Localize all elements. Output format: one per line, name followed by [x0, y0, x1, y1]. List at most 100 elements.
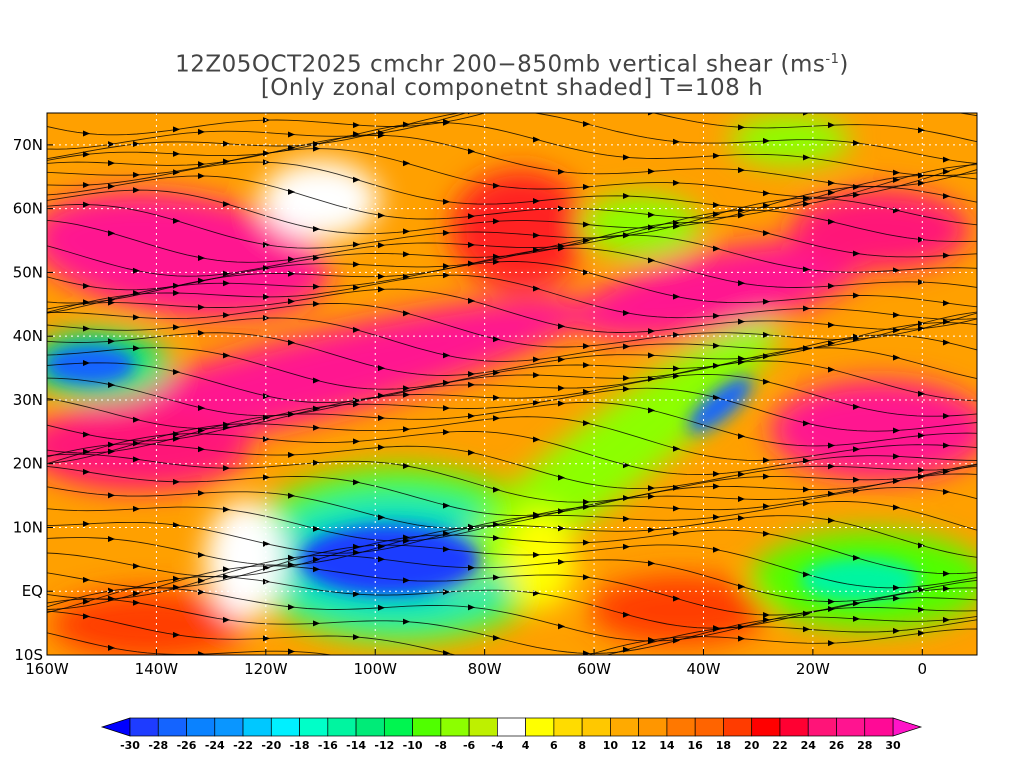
streamline-arrow — [673, 445, 680, 452]
streamline-arrow — [918, 606, 925, 613]
streamline-arrow — [263, 293, 270, 300]
streamline-arrow — [403, 273, 410, 280]
streamline-arrow — [313, 254, 320, 261]
streamline-arrow — [173, 217, 180, 224]
streamline-arrow — [943, 585, 950, 592]
streamline-arrow — [918, 236, 925, 243]
streamline-arrow — [738, 515, 745, 522]
streamline-arrow — [558, 508, 565, 515]
streamline — [47, 148, 977, 198]
streamline — [47, 161, 977, 209]
streamline-arrow — [403, 618, 410, 625]
colorbar-label: 10 — [603, 739, 619, 752]
title-line-1: 12Z05OCT2025 cmchr 200−850mb vertical sh… — [0, 46, 1024, 79]
streamline-arrow — [493, 535, 500, 542]
streamline-arrow — [738, 318, 745, 325]
streamline-arrow — [468, 370, 475, 377]
streamline-arrow — [623, 611, 630, 618]
lon-tick-label: 0 — [918, 660, 928, 678]
streamline-arrow — [648, 352, 655, 359]
streamline-arrow — [263, 414, 270, 421]
streamline-arrow — [763, 378, 770, 385]
streamline-arrow — [223, 352, 230, 359]
streamline-arrow — [223, 280, 230, 287]
colorbar-label: 12 — [631, 739, 646, 752]
streamline-arrow — [443, 272, 450, 279]
streamline-arrow — [893, 427, 900, 434]
colorbar-box — [553, 717, 583, 737]
streamline-arrow — [648, 211, 655, 218]
streamline-arrow — [558, 385, 565, 392]
streamline — [47, 544, 977, 589]
streamline-arrow — [533, 95, 540, 101]
streamline-arrow — [173, 126, 180, 133]
lat-tick-label: EQ — [22, 582, 43, 600]
streamline-arrow — [173, 435, 180, 442]
streamline-arrow — [493, 258, 500, 265]
streamline-arrow — [403, 426, 410, 433]
colorbar-label: -20 — [261, 739, 281, 752]
streamline-arrow — [83, 283, 90, 290]
title-close: ) — [839, 51, 849, 78]
streamline-arrow — [713, 470, 720, 477]
streamline-arrow — [133, 505, 140, 512]
streamline-arrow — [918, 467, 925, 474]
streamline-arrow — [803, 154, 810, 161]
streamline-arrow — [893, 169, 900, 176]
lon-tick-label: 60W — [577, 660, 611, 678]
streamline-arrow — [558, 623, 565, 630]
streamline-arrow — [288, 648, 295, 655]
streamline-arrow — [198, 161, 205, 168]
streamline — [47, 416, 977, 465]
streamline-arrow — [493, 415, 500, 422]
streamline-arrow — [583, 574, 590, 581]
streamline-arrow — [828, 463, 835, 470]
streamline-arrow — [583, 650, 590, 655]
streamline-arrow — [533, 232, 540, 239]
colorbar-label: -12 — [374, 739, 394, 752]
streamline-arrow — [943, 442, 950, 449]
streamline-arrow — [918, 542, 925, 549]
streamline-arrow — [493, 574, 500, 581]
streamline-arrow — [133, 187, 140, 194]
streamline-arrow — [263, 393, 270, 400]
streamline-arrow — [648, 407, 655, 414]
streamline-arrow — [623, 232, 630, 239]
streamline-arrow — [223, 566, 230, 573]
streamline-arrow — [533, 436, 540, 443]
streamline-arrow — [133, 563, 140, 570]
streamline-arrow — [493, 486, 500, 493]
streamline-arrow — [853, 615, 860, 622]
streamline-arrow — [943, 318, 950, 325]
streamline-arrow — [803, 201, 810, 208]
lon-tick-label: 20W — [796, 660, 830, 678]
streamline-arrow — [133, 440, 140, 447]
colorbar-label: -6 — [463, 739, 476, 752]
streamline-arrow — [558, 168, 565, 175]
streamline-arrow — [583, 183, 590, 190]
streamline-arrow — [583, 121, 590, 128]
streamline-arrow — [893, 453, 900, 460]
streamline-arrow — [828, 283, 835, 290]
streamline-arrow — [533, 372, 540, 379]
streamline-arrow — [623, 83, 630, 89]
colorbar-box — [723, 717, 753, 737]
streamline-arrow — [443, 263, 450, 270]
streamline-arrow — [198, 427, 205, 434]
streamline-arrow — [353, 543, 360, 550]
streamline-arrow — [313, 556, 320, 563]
streamline-arrow — [108, 338, 115, 345]
streamline-arrow — [763, 137, 770, 144]
colorbar-label: 14 — [659, 739, 675, 752]
streamline-arrow — [378, 365, 385, 372]
streamline-arrow — [198, 254, 205, 261]
streamline-arrow — [223, 421, 230, 428]
streamline-arrow — [403, 310, 410, 317]
streamline-arrow — [763, 503, 770, 510]
streamline-arrow — [853, 250, 860, 257]
colorbar-box — [412, 717, 442, 737]
colorbar-box — [779, 717, 809, 737]
streamline-arrow — [313, 226, 320, 233]
streamline-arrow — [533, 662, 540, 668]
colorbar-label: 18 — [716, 739, 731, 752]
